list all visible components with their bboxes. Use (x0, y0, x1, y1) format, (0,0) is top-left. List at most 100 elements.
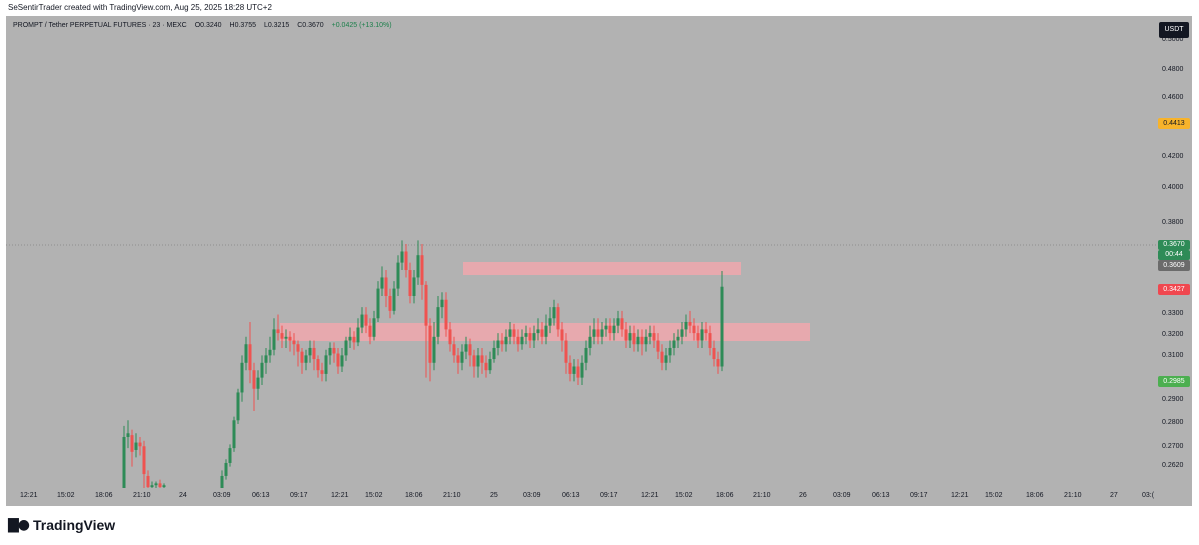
candle-body (432, 336, 436, 363)
candle-body (480, 355, 484, 363)
price-tick: 0.2620 (1162, 462, 1184, 469)
candle-body (664, 355, 668, 363)
time-label: 15:02 (675, 492, 693, 499)
candle-body (332, 347, 336, 354)
caption-text: SeSentirTrader created with TradingView.… (8, 3, 272, 12)
candle-body (548, 318, 552, 326)
time-label: 24 (179, 492, 187, 499)
price-tick: 0.5000 (1162, 36, 1184, 43)
time-axis[interactable]: 12:21 15:02 18:06 21:10 24 03:09 06:13 0… (6, 488, 1158, 506)
candle-body (692, 325, 696, 334)
candle-body (508, 329, 512, 337)
price-tick: 0.4600 (1162, 94, 1184, 101)
candle-body (320, 370, 324, 374)
candle-body (248, 344, 252, 371)
candle-body (560, 329, 564, 341)
candle-body (568, 362, 572, 374)
time-label: 21:10 (443, 492, 461, 499)
candle-body (162, 485, 166, 488)
candle-body (496, 340, 500, 348)
time-label: 03:09 (833, 492, 851, 499)
candlestick-series (122, 240, 724, 488)
candle-body (284, 336, 288, 339)
time-label: 21:10 (753, 492, 771, 499)
candle-body (428, 325, 432, 363)
candle-body (700, 329, 704, 341)
candle-body (336, 353, 340, 367)
time-label: 18:06 (716, 492, 734, 499)
price-tick: 0.3100 (1162, 352, 1184, 359)
legend-symbol: PROMPT / Tether PERPETUAL FUTURES · 23 ·… (13, 22, 187, 29)
tradingview-logo[interactable]: ▇● TradingView (8, 516, 115, 534)
resistance-zone[interactable] (463, 262, 741, 275)
candle-body (684, 321, 688, 330)
time-label: 03:( (1142, 492, 1155, 499)
price-tick: 0.4000 (1162, 184, 1184, 191)
candle-body (636, 336, 640, 345)
price-tick: 0.2700 (1162, 443, 1184, 450)
candle-body (232, 420, 236, 449)
candle-body (672, 340, 676, 348)
candle-body (412, 277, 416, 296)
candle-body (256, 377, 260, 389)
candle-body (312, 347, 316, 360)
price-axis[interactable]: 0.5000 0.4800 0.4600 0.4200 0.4000 0.380… (1158, 16, 1192, 506)
candle-body (604, 325, 608, 330)
time-label: 18:06 (95, 492, 113, 499)
legend-high: H0.3755 (229, 22, 256, 29)
time-label: 12:21 (20, 492, 38, 499)
candle-body (596, 329, 600, 337)
candle-body (404, 251, 408, 271)
candle-body (130, 435, 134, 452)
price-tag-resistance: 0.3427 (1158, 284, 1190, 295)
candle-body (344, 340, 348, 356)
chart-frame[interactable]: PROMPT / Tether PERPETUAL FUTURES · 23 ·… (6, 16, 1192, 506)
candle-body (296, 344, 300, 352)
candle-body (316, 359, 320, 371)
candle-body (456, 355, 460, 363)
price-tick: 0.4800 (1162, 66, 1184, 73)
candle-body (264, 355, 268, 363)
candle-body (676, 336, 680, 341)
price-tick: 0.3300 (1162, 310, 1184, 317)
candle-body (244, 344, 248, 363)
candle-body (134, 442, 138, 450)
currency-button[interactable]: USDT (1159, 22, 1189, 38)
tradingview-logo-icon: ▇● (8, 517, 30, 533)
candle-body (324, 355, 328, 374)
candle-body (408, 270, 412, 296)
time-label: 12:21 (641, 492, 659, 499)
candle-body (600, 329, 604, 337)
candle-body (680, 329, 684, 337)
candle-body (280, 333, 284, 339)
candle-body (126, 433, 130, 437)
time-label: 06:13 (872, 492, 890, 499)
candle-body (392, 288, 396, 311)
candle-body (696, 333, 700, 341)
candle-body (612, 325, 616, 334)
time-label: 15:02 (57, 492, 75, 499)
time-label: 03:09 (523, 492, 541, 499)
candle-body (388, 296, 392, 311)
candle-body (416, 255, 420, 278)
candle-body (236, 392, 240, 421)
price-plot[interactable] (6, 16, 1158, 488)
candle-body (424, 284, 428, 326)
candle-body (372, 318, 376, 337)
candle-body (472, 355, 476, 367)
price-tick: 0.3800 (1162, 219, 1184, 226)
candle-body (584, 347, 588, 363)
candle-body (660, 351, 664, 363)
candle-body (492, 347, 496, 360)
candle-body (712, 347, 716, 360)
candle-body (352, 336, 356, 343)
candle-body (488, 359, 492, 371)
price-tick: 0.2900 (1162, 396, 1184, 403)
candle-body (648, 333, 652, 337)
candle-body (564, 340, 568, 363)
candle-body (420, 255, 424, 285)
candle-body (276, 329, 280, 334)
candle-body (500, 340, 504, 345)
candle-body (340, 355, 344, 367)
candle-body (272, 329, 276, 350)
